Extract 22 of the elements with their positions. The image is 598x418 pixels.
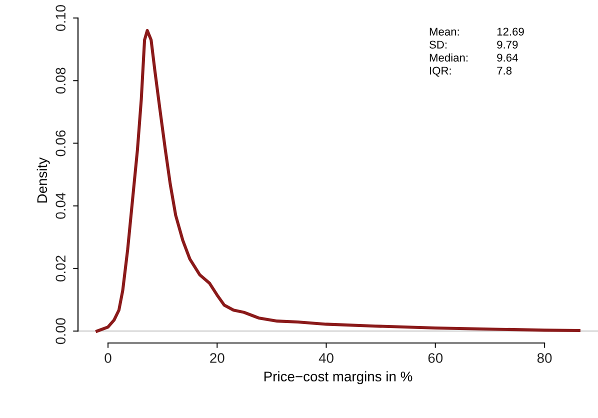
- x-axis-title: Price−cost margins in %: [264, 371, 412, 384]
- x-tick-label: 20: [210, 353, 224, 363]
- y-tick-label: 0.06: [56, 130, 66, 156]
- x-tick-label: 60: [428, 353, 443, 363]
- x-tick-label: 0: [104, 353, 112, 363]
- annotation: 9.79: [497, 40, 518, 49]
- y-tick-label: 0.00: [56, 318, 66, 344]
- x-tick-label: 80: [537, 353, 552, 363]
- annotation: 9.64: [497, 54, 518, 62]
- annotation: SD:: [430, 40, 447, 49]
- annotation: Mean:: [430, 28, 459, 36]
- annotation: 12.69: [497, 28, 524, 36]
- annotation: IQR:: [430, 66, 451, 77]
- y-tick-label: 0.10: [56, 5, 66, 31]
- y-tick-label: 0.02: [56, 256, 66, 282]
- y-tick-label: 0.04: [56, 192, 66, 219]
- x-tick-label: 40: [318, 353, 334, 363]
- line-series: [96, 28, 580, 333]
- y-axis-title: Density: [36, 157, 50, 203]
- annotation: Median:: [430, 53, 468, 62]
- annotation: 7.8: [497, 66, 512, 75]
- y-tick-label: 0.08: [56, 68, 66, 94]
